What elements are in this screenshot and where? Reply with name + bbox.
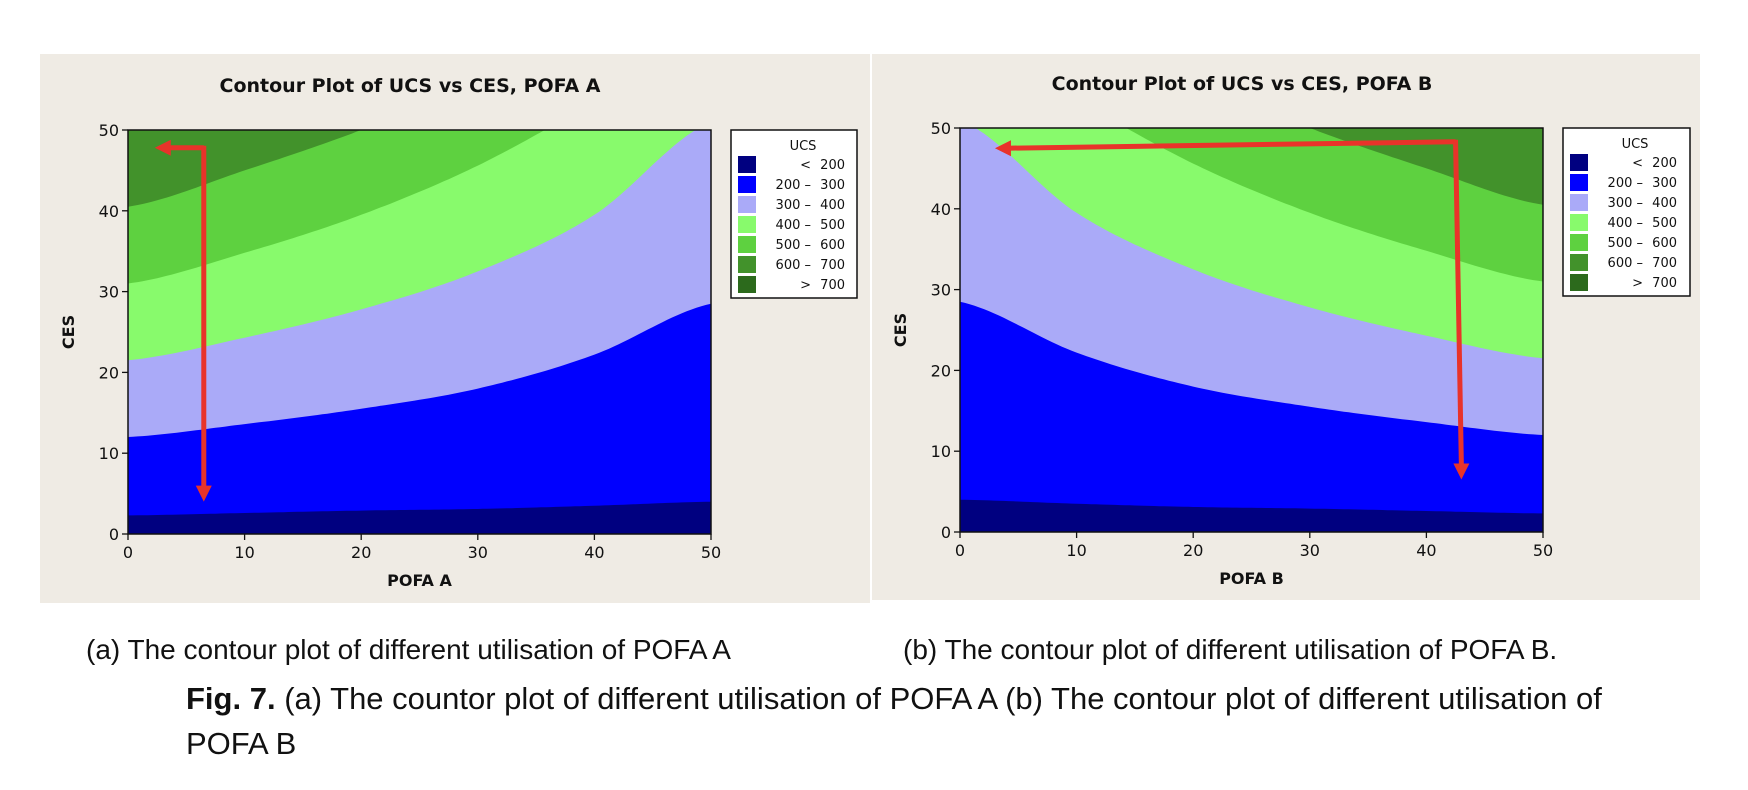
- legend-label-right: 400: [820, 198, 845, 213]
- legend-label-right: 700: [1652, 256, 1677, 271]
- x-tick-label: 50: [1533, 541, 1553, 560]
- legend-label-left: >: [800, 278, 811, 293]
- legend-swatch: [1570, 214, 1588, 231]
- contour-band-700: [1309, 128, 1543, 205]
- legend-label-right: 400: [1652, 196, 1677, 211]
- legend-label-right: 700: [1652, 276, 1677, 291]
- legend-label-left: <: [800, 158, 811, 173]
- y-tick-label: 10: [99, 444, 119, 463]
- legend-label-right: 700: [820, 278, 845, 293]
- legend-label-left: >: [1632, 276, 1643, 291]
- x-tick-label: 0: [955, 541, 965, 560]
- contour-plot-panel-b: Contour Plot of UCS vs CES, POFA B 0 10 20 3…: [872, 54, 1700, 600]
- y-axis-label: CES: [891, 313, 910, 347]
- legend-swatch: [1570, 154, 1588, 171]
- legend-swatch: [738, 196, 756, 213]
- legend-label-left: 500 –: [776, 238, 811, 253]
- y-tick-label: 50: [931, 119, 951, 138]
- legend-label-left: 600 –: [1608, 256, 1643, 271]
- x-axis-label: POFA A: [387, 571, 452, 590]
- legend: UCS < 200 200 – 300 300 – 400 400 – 500 500 – 600 6…: [1562, 127, 1691, 297]
- legend-label-right: 500: [820, 218, 845, 233]
- annotation-arrow-vertical: [1453, 139, 1464, 466]
- y-tick-label: 30: [931, 281, 951, 300]
- contour-bands: [960, 0, 1543, 532]
- x-tick-label: 30: [1300, 541, 1320, 560]
- contour-plot-panel-a: Contour Plot of UCS vs CES, POFA A 0 10 20 3…: [40, 54, 870, 603]
- legend-label-right: 700: [820, 258, 845, 273]
- x-tick-label: 20: [351, 543, 371, 562]
- x-tick-label: 10: [234, 543, 254, 562]
- y-tick-label: 30: [99, 283, 119, 302]
- y-tick-label: 0: [109, 525, 119, 544]
- y-tick-label: 40: [99, 202, 119, 221]
- subcaption-a: (a) The contour plot of different utilis…: [86, 634, 731, 665]
- legend-swatch: [1570, 174, 1588, 191]
- annotation-arrowhead-down: [195, 485, 212, 502]
- legend-label-right: 500: [1652, 216, 1677, 231]
- legend-swatch: [1570, 234, 1588, 251]
- legend-swatch: [1570, 274, 1588, 291]
- legend-swatch: [1570, 254, 1588, 271]
- legend-label-right: 600: [1652, 236, 1677, 251]
- figure-label: Fig. 7.: [186, 681, 276, 716]
- x-tick-label: 10: [1066, 541, 1086, 560]
- y-tick-label: 10: [931, 442, 951, 461]
- legend-label-left: 200 –: [776, 178, 811, 193]
- legend: UCS < 200 200 – 300 300 – 400 400 – 500 500 – 600 6…: [730, 129, 858, 299]
- legend-label-left: 400 –: [776, 218, 811, 233]
- legend-swatch: [738, 216, 756, 233]
- contour-band-700: [960, 0, 1543, 112]
- legend-label-right: 600: [820, 238, 845, 253]
- legend-label-left: 500 –: [1608, 236, 1643, 251]
- legend-label-left: 300 –: [1608, 196, 1643, 211]
- y-tick-label: 40: [931, 200, 951, 219]
- x-tick-label: 40: [584, 543, 604, 562]
- legend-label-right: 300: [820, 178, 845, 193]
- legend-label-right: 200: [820, 158, 845, 173]
- chart-title: Contour Plot of UCS vs CES, POFA A: [220, 75, 601, 97]
- legend-swatch: [738, 236, 756, 253]
- legend-swatch: [738, 176, 756, 193]
- plot-frame: [959, 127, 1544, 533]
- y-tick-label: 0: [941, 523, 951, 542]
- annotation-arrow-horizontal: [1006, 139, 1456, 151]
- plot-frame: [127, 129, 712, 535]
- legend-swatch: [1570, 194, 1588, 211]
- legend-label-left: 300 –: [776, 198, 811, 213]
- legend-swatch: [738, 256, 756, 273]
- x-tick-label: 30: [468, 543, 488, 562]
- x-tick-label: 20: [1183, 541, 1203, 560]
- figure-caption-text: (a) The countor plot of different utilis…: [186, 681, 1602, 761]
- legend-label-left: 200 –: [1608, 176, 1643, 191]
- legend-title: UCS: [790, 139, 817, 154]
- legend-title: UCS: [1622, 137, 1649, 152]
- x-tick-label: 0: [123, 543, 133, 562]
- subcaption-b: (b) The contour plot of different utilis…: [903, 634, 1558, 665]
- y-tick-label: 20: [931, 361, 951, 380]
- y-tick-label: 50: [99, 121, 119, 140]
- legend-label-right: 300: [1652, 176, 1677, 191]
- y-tick-label: 20: [99, 363, 119, 382]
- annotation-arrowhead-down: [1453, 463, 1470, 480]
- legend-swatch: [738, 156, 756, 173]
- x-tick-label: 40: [1416, 541, 1436, 560]
- figure-caption: Fig. 7. (a) The countor plot of differen…: [186, 676, 1626, 766]
- contour-bands: [128, 130, 711, 534]
- x-axis-label: POFA B: [1219, 569, 1284, 588]
- legend-label-right: 200: [1652, 156, 1677, 171]
- contour-chart-b: Contour Plot of UCS vs CES, POFA B 0 10 20 3…: [891, 73, 1691, 588]
- annotation-arrowhead-left: [994, 140, 1011, 157]
- legend-swatch: [738, 276, 756, 293]
- legend-label-left: <: [1632, 156, 1643, 171]
- chart-title: Contour Plot of UCS vs CES, POFA B: [1052, 73, 1433, 95]
- legend-label-left: 400 –: [1608, 216, 1643, 231]
- y-axis-label: CES: [59, 315, 78, 349]
- annotation-arrowhead-left: [154, 139, 171, 156]
- x-tick-label: 50: [701, 543, 721, 562]
- contour-chart-a: Contour Plot of UCS vs CES, POFA A 0 10 20 3…: [59, 75, 858, 590]
- legend-label-left: 600 –: [776, 258, 811, 273]
